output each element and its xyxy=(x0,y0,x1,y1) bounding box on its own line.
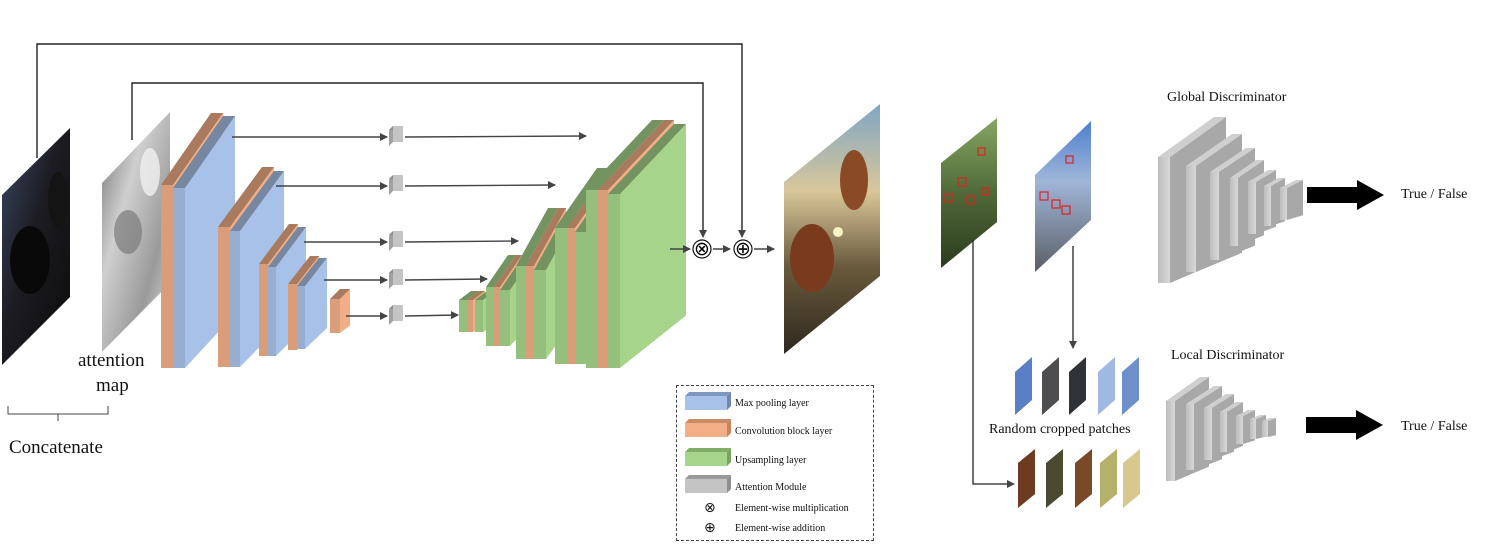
local-true-false-label: True / False xyxy=(1401,419,1468,434)
local-output-arrow xyxy=(1306,410,1383,440)
concatenate-bracket xyxy=(7,406,109,421)
output-image xyxy=(784,104,880,354)
legend-upsampling: Upsampling layer xyxy=(735,455,807,466)
attention-module-5 xyxy=(389,305,403,325)
global-discriminator-label: Global Discriminator xyxy=(1167,90,1287,105)
bottom-patch-1 xyxy=(1018,449,1035,508)
orange-block-icon xyxy=(685,419,731,437)
bottom-patch-3 xyxy=(1075,449,1092,508)
pool-block-4 xyxy=(297,258,327,349)
top-patch-3 xyxy=(1069,357,1086,415)
up-block-5b xyxy=(608,124,686,368)
legend: Max pooling layer Convolution block laye… xyxy=(676,385,874,541)
attention-map-image xyxy=(102,112,170,352)
cropped-patches xyxy=(1015,357,1140,508)
legend-element-wise-addition: Element-wise addition xyxy=(735,523,826,534)
bottom-patch-4 xyxy=(1100,449,1117,508)
attention-module-3 xyxy=(389,231,403,251)
gray-block-icon xyxy=(685,475,731,493)
attention-module-2 xyxy=(389,175,403,195)
enhanced-image-with-patches xyxy=(941,118,997,268)
top-patch-1 xyxy=(1015,357,1032,415)
top-patch-5 xyxy=(1122,357,1139,415)
attention-label: attention xyxy=(78,350,145,371)
bottom-patch-2 xyxy=(1046,449,1063,508)
element-wise-multiplication-icon: ⊗ xyxy=(694,238,710,260)
green-block-icon xyxy=(685,448,731,466)
bottom-patch-5 xyxy=(1123,449,1140,508)
concatenate-label: Concatenate xyxy=(9,437,103,458)
skip-connection-input xyxy=(36,43,746,238)
skip-connection-attention xyxy=(131,82,707,238)
top-patch-2 xyxy=(1042,357,1059,415)
global-true-false-label: True / False xyxy=(1401,187,1468,202)
random-cropped-patches-label: Random cropped patches xyxy=(989,422,1131,437)
input-image xyxy=(2,128,70,365)
conv-block-5 xyxy=(330,289,350,333)
attention-skip-arrows xyxy=(232,126,587,325)
legend-element-wise-multiplication: Element-wise multiplication xyxy=(735,503,849,514)
legend-attention-module: Attention Module xyxy=(735,482,807,493)
oplus-icon: ⊕ xyxy=(704,520,716,536)
legend-max-pooling: Max pooling layer xyxy=(735,398,809,409)
attention-module-4 xyxy=(389,269,403,289)
top-patch-4 xyxy=(1098,357,1115,415)
map-label: map xyxy=(96,375,129,396)
attention-module-1 xyxy=(389,126,403,146)
legend-convolution-block: Convolution block layer xyxy=(735,426,833,437)
global-discriminator xyxy=(1158,117,1303,283)
element-wise-addition-icon: ⊕ xyxy=(735,238,751,260)
global-discriminator-layer-7 xyxy=(1280,180,1303,220)
local-discriminator-layer-7 xyxy=(1262,418,1276,437)
unet-blocks xyxy=(161,113,686,368)
local-discriminator xyxy=(1166,377,1276,481)
local-discriminator-label: Local Discriminator xyxy=(1171,348,1285,363)
real-image-with-patches xyxy=(1035,121,1091,272)
global-output-arrow xyxy=(1307,180,1384,210)
blue-block-icon xyxy=(685,392,731,410)
otimes-icon: ⊗ xyxy=(704,500,716,516)
